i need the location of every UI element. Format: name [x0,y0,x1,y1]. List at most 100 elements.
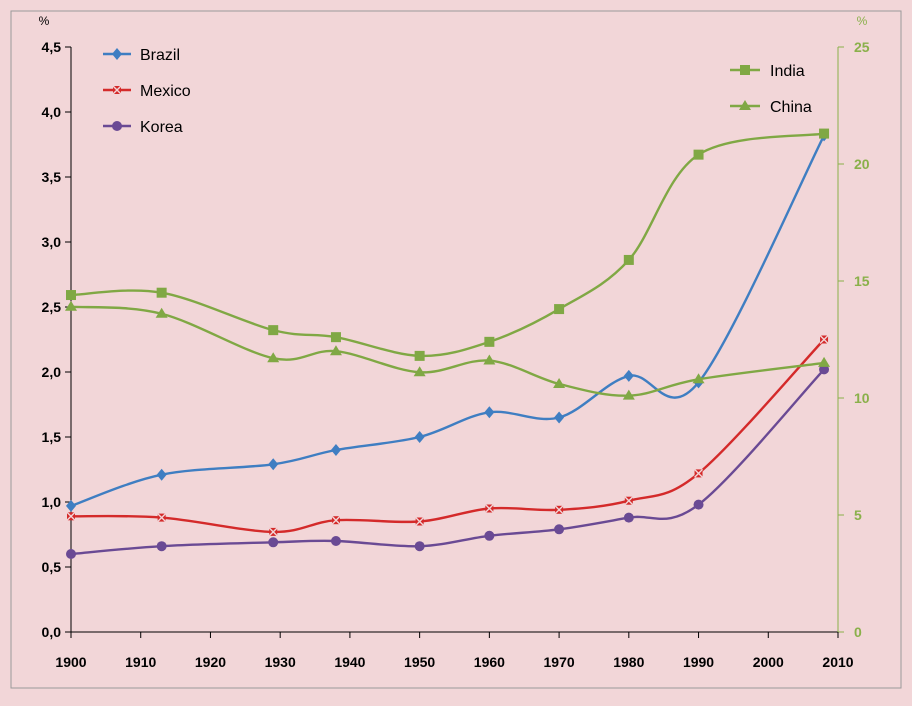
legend-item-china: China [730,99,812,116]
line-mexico [70,338,825,534]
point-india [554,304,565,315]
legend-marker-china [739,100,751,110]
point-china [65,300,77,311]
marker-cross [331,515,341,525]
x-tick-label: 2000 [753,654,784,670]
point-korea [623,512,634,523]
marker-cross [694,468,704,478]
x-tick-label: 1960 [474,654,505,670]
x-tick-label: 2010 [822,654,853,670]
x-tick-label: 1930 [265,654,296,670]
legend-item-india: India [730,63,805,80]
y-left-tick-label: 0,0 [42,624,62,640]
y-right-tick-label: 0 [854,624,862,640]
point-china [692,373,705,384]
y-left-tick-label: 2,5 [42,299,62,315]
marker-cross [66,511,76,521]
legend: Brazil Mexico Korea India China [103,47,812,136]
legend-item-korea: Korea [103,119,183,136]
point-brazil [156,468,167,481]
point-india [484,336,495,347]
series-india [66,128,830,361]
y-right-tick-label: 15 [854,273,870,289]
series-korea [66,364,830,559]
legend-label-india: India [770,63,805,80]
series-china [65,300,831,400]
plot-frame [10,10,902,689]
point-china [818,356,831,367]
y-right-tick-label: 20 [854,156,870,172]
point-india [330,332,341,343]
y-left-unit: % [39,14,50,28]
y-right-unit: % [857,14,868,28]
line-china [70,305,825,397]
point-mexico [331,515,341,525]
legend-label-korea: Korea [140,119,183,136]
series-mexico [66,335,829,537]
marker-cross [624,496,634,506]
x-tick-label: 1990 [683,654,714,670]
x-tick-label: 1980 [613,654,644,670]
line-korea [70,368,825,556]
point-india [414,350,425,361]
legend-marker-brazil [112,48,122,60]
x-tick-label: 1920 [195,654,226,670]
marker-cross [554,505,564,515]
point-brazil [66,499,76,512]
line-india [70,132,825,358]
marker-cross [415,517,425,526]
marker-cross [268,527,278,537]
legend-marker-mexico [112,85,122,95]
legend-label-mexico: Mexico [140,83,191,100]
y-right-tick-label: 10 [854,390,870,406]
legend-item-mexico: Mexico [103,83,191,100]
legend-item-brazil: Brazil [103,47,180,64]
point-india [693,149,704,160]
y-right-tick-label: 5 [854,507,862,523]
point-brazil [623,369,634,382]
point-china [413,366,426,377]
y-left-tick-label: 3,5 [42,169,62,185]
legend-label-brazil: Brazil [140,47,180,64]
point-brazil [268,458,279,471]
x-tick-label: 1910 [125,654,156,670]
point-brazil [484,406,495,419]
x-tick-label: 1940 [334,654,365,670]
point-mexico [554,505,564,515]
point-china [329,345,342,356]
point-korea [268,537,279,548]
point-mexico [484,504,494,513]
series-layer [65,128,831,559]
point-mexico [819,335,829,344]
point-mexico [415,517,425,526]
legend-label-china: China [770,99,812,116]
marker-cross [112,85,122,95]
y-left-tick-label: 2,0 [42,364,62,380]
y-left-tick-label: 4,5 [42,39,62,55]
point-brazil [330,444,341,456]
marker-cross [157,513,167,523]
point-korea [414,541,425,552]
axes: 0,0 0,5 1,0 1,5 2,0 2,5 3,0 3,5 4,0 4,5 0 5 10 15 20 25… [39,14,870,670]
point-korea [484,530,495,541]
legend-marker-india [740,65,750,75]
y-left-tick-label: 3,0 [42,234,62,250]
point-korea [554,524,565,535]
point-mexico [268,527,278,537]
point-korea [66,549,76,559]
point-mexico [624,496,634,506]
point-korea [693,499,704,510]
point-mexico [694,468,704,478]
y-left-tick-label: 1,0 [42,494,62,510]
point-brazil [554,411,565,424]
point-india [819,128,830,139]
marker-cross [819,335,829,344]
point-india [268,325,279,336]
x-tick-label: 1970 [544,654,575,670]
point-china [483,354,496,365]
point-china [267,352,280,363]
point-china [553,377,566,388]
point-brazil [414,431,425,443]
y-left-tick-label: 4,0 [42,104,62,120]
